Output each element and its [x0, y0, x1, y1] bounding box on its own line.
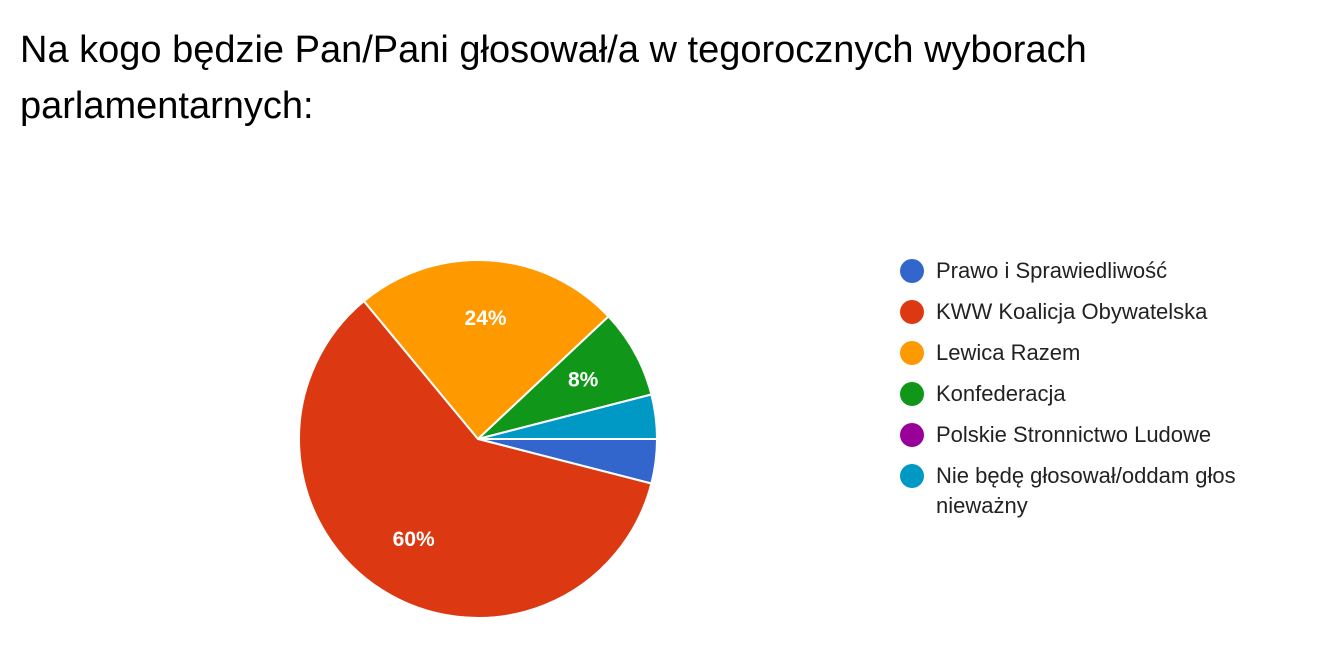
chart-legend: Prawo i Sprawiedliwość KWW Koalicja Obyw…: [900, 256, 1280, 532]
legend-label: KWW Koalicja Obywatelska: [936, 299, 1208, 324]
legend-swatch: [900, 423, 924, 447]
legend-label: Polskie Stronnictwo Ludowe: [936, 422, 1212, 447]
legend-swatch: [900, 464, 924, 488]
pie-slices: [298, 259, 658, 619]
slice-label-3: 8%: [568, 369, 599, 392]
slice-label-2: 24%: [465, 307, 507, 330]
legend-item-pis[interactable]: Prawo i Sprawiedliwość: [900, 256, 1280, 286]
legend-item-lewica[interactable]: Lewica Razem: [900, 338, 1280, 368]
legend-item-konfederacja[interactable]: Konfederacja: [900, 379, 1280, 409]
legend-swatch: [900, 259, 924, 283]
legend-label: Lewica Razem: [936, 340, 1081, 365]
slice-label-1: 60%: [393, 528, 435, 551]
pie-slice-labels: 60% 24% 8%: [393, 307, 599, 551]
legend-item-ko[interactable]: KWW Koalicja Obywatelska: [900, 297, 1280, 327]
legend-swatch: [900, 382, 924, 406]
legend-item-psl[interactable]: Polskie Stronnictwo Ludowe: [900, 420, 1280, 450]
pie-slice-3[interactable]: [477, 315, 653, 440]
pie-slice-1[interactable]: [298, 300, 653, 619]
pie-slice-5[interactable]: [477, 393, 658, 440]
legend-label: Nie będę głosował/oddam głos nieważny: [936, 463, 1236, 518]
pie-slice-2[interactable]: [362, 259, 610, 440]
legend-swatch: [900, 341, 924, 365]
chart-title: Na kogo będzie Pan/Pani głosował/a w teg…: [20, 29, 1087, 127]
legend-swatch: [900, 300, 924, 324]
legend-label: Konfederacja: [936, 381, 1066, 406]
legend-label: Prawo i Sprawiedliwość: [936, 258, 1168, 283]
legend-item-niewazny[interactable]: Nie będę głosował/oddam głos nieważny: [900, 461, 1280, 521]
